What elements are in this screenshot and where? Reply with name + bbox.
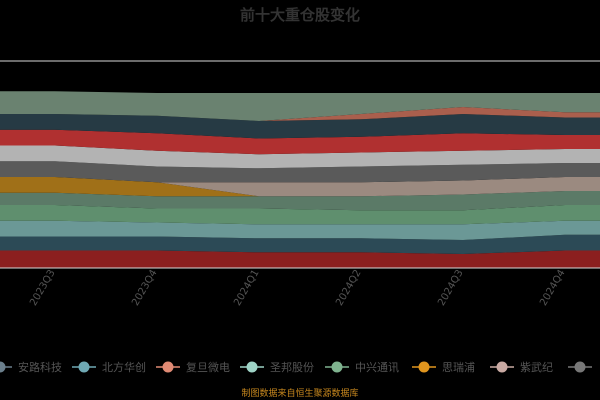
legend-label: 安路科技 xyxy=(18,360,62,374)
legend-marker-icon xyxy=(331,361,343,373)
legend-marker-icon xyxy=(574,361,586,373)
legend-item[interactable] xyxy=(568,361,592,373)
legend-marker-icon xyxy=(246,361,258,373)
legend-label: 中兴通讯 xyxy=(355,361,399,374)
legend[interactable]: 安路科技 北方华创 复旦微电 圣邦股份 中兴通讯 思瑞浦 紫武纪 xyxy=(0,360,592,374)
legend-item[interactable]: 安路科技 xyxy=(0,360,62,374)
area-layer xyxy=(0,91,600,268)
legend-item[interactable]: 复旦微电 xyxy=(156,360,230,374)
legend-item[interactable]: 紫武纪 xyxy=(490,361,553,374)
legend-marker-icon xyxy=(496,361,508,373)
legend-label: 思瑞浦 xyxy=(442,360,475,374)
legend-label: 圣邦股份 xyxy=(270,361,314,374)
area-series-5 xyxy=(0,177,600,197)
legend-label: 紫武纪 xyxy=(520,361,553,374)
area-series-2 xyxy=(0,220,600,240)
legend-item[interactable]: 思瑞浦 xyxy=(412,360,475,374)
legend-label: 北方华创 xyxy=(102,360,146,374)
chart-title: 前十大重仓股变化 xyxy=(240,6,360,24)
area-series-10 xyxy=(0,114,600,139)
area-series-12 xyxy=(0,91,600,121)
area-series-11 xyxy=(0,107,600,121)
area-series-9 xyxy=(0,129,600,155)
legend-item[interactable]: 北方华创 xyxy=(72,360,146,374)
legend-marker-icon xyxy=(0,361,6,373)
legend-label: 复旦微电 xyxy=(186,360,230,374)
area-series-0 xyxy=(0,250,600,268)
area-series-7 xyxy=(0,161,600,183)
legend-marker-icon xyxy=(162,361,174,373)
area-series-8 xyxy=(0,145,600,169)
legend-item[interactable]: 中兴通讯 xyxy=(325,361,399,374)
source-note: 制图数据来自恒生聚源数据库 xyxy=(241,387,358,399)
area-series-1 xyxy=(0,234,600,254)
area-series-6 xyxy=(0,177,600,197)
area-series-3 xyxy=(0,205,600,225)
legend-item[interactable]: 圣邦股份 xyxy=(240,361,314,374)
legend-marker-icon xyxy=(78,361,90,373)
legend-marker-icon xyxy=(418,361,430,373)
area-series-4 xyxy=(0,191,600,211)
